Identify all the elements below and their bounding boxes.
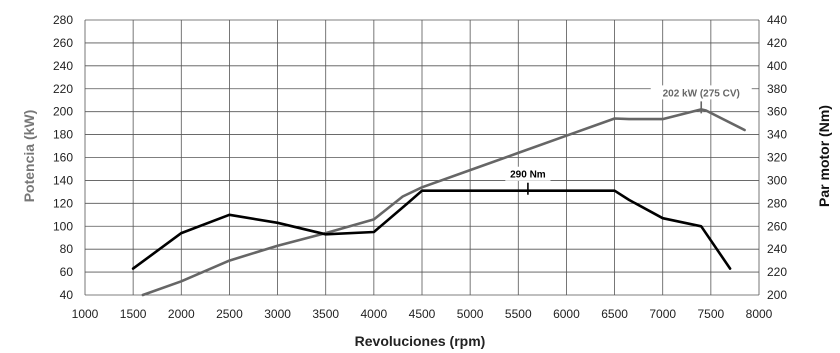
y-tick-label-left: 100 (53, 219, 73, 233)
annotations: 202 kW (275 CV) 290 Nm (505, 85, 752, 195)
torque-curve (131, 189, 732, 270)
y-tick-label-right: 360 (767, 105, 787, 119)
y-tick-label-right: 260 (767, 219, 787, 233)
y-tick-label-left: 180 (53, 128, 73, 142)
y-tick-label-right: 380 (767, 82, 787, 96)
y-tick-label-left: 240 (53, 59, 73, 73)
x-axis-title: Revoluciones (rpm) (355, 333, 486, 349)
y-tick-label-right: 440 (767, 13, 787, 27)
y-tick-label-right: 240 (767, 242, 787, 256)
y-tick-label-right: 420 (767, 36, 787, 50)
y-tick-label-left: 220 (53, 82, 73, 96)
y-tick-label-left: 80 (60, 242, 74, 256)
x-tick-label: 4000 (361, 307, 388, 321)
tick-labels: 1000 1500 2000 2500 3000 3500 4000 4500 5000 5500… (53, 13, 787, 321)
y-tick-label-left: 160 (53, 151, 73, 165)
y-tick-label-right: 300 (767, 173, 787, 187)
y-tick-label-right: 220 (767, 265, 787, 279)
y-tick-label-left: 200 (53, 105, 73, 119)
x-tick-label: 8000 (746, 307, 773, 321)
y-tick-label-right: 200 (767, 288, 787, 302)
peak-power-annotation-label: 202 kW (275 CV) (663, 88, 740, 99)
y-tick-label-right: 320 (767, 151, 787, 165)
peak-torque-annotation-label-bg (505, 166, 551, 181)
x-tick-label: 1500 (120, 307, 147, 321)
y-tick-label-right: 280 (767, 196, 787, 210)
peak-torque-annotation-label: 290 Nm (510, 170, 546, 181)
x-tick-label: 7500 (698, 307, 725, 321)
y-tick-label-left: 40 (60, 288, 74, 302)
x-tick-label: 2500 (216, 307, 243, 321)
power-curve (141, 108, 746, 297)
grid (84, 19, 760, 296)
y-tick-label-left: 260 (53, 36, 73, 50)
y-tick-label-right: 400 (767, 59, 787, 73)
y-tick-label-left: 280 (53, 13, 73, 27)
y-tick-label-left: 140 (53, 173, 73, 187)
y-axis-title-left: Potencia (kW) (21, 110, 37, 203)
x-tick-label: 5000 (457, 307, 484, 321)
x-tick-label: 1000 (72, 307, 99, 321)
x-tick-label: 5500 (505, 307, 532, 321)
y-tick-label-left: 120 (53, 196, 73, 210)
y-tick-label-left: 60 (60, 265, 74, 279)
y-axis-title-right: Par motor (Nm) (816, 105, 832, 207)
x-tick-label: 6000 (553, 307, 580, 321)
series-layer (131, 108, 746, 297)
peak-power-annotation-label-bg (650, 85, 752, 100)
x-tick-label: 3000 (264, 307, 291, 321)
x-tick-label: 2000 (168, 307, 195, 321)
x-tick-label: 3500 (312, 307, 339, 321)
x-tick-label: 7000 (649, 307, 676, 321)
x-tick-label: 6500 (601, 307, 628, 321)
y-tick-label-right: 340 (767, 128, 787, 142)
x-tick-label: 4500 (409, 307, 436, 321)
